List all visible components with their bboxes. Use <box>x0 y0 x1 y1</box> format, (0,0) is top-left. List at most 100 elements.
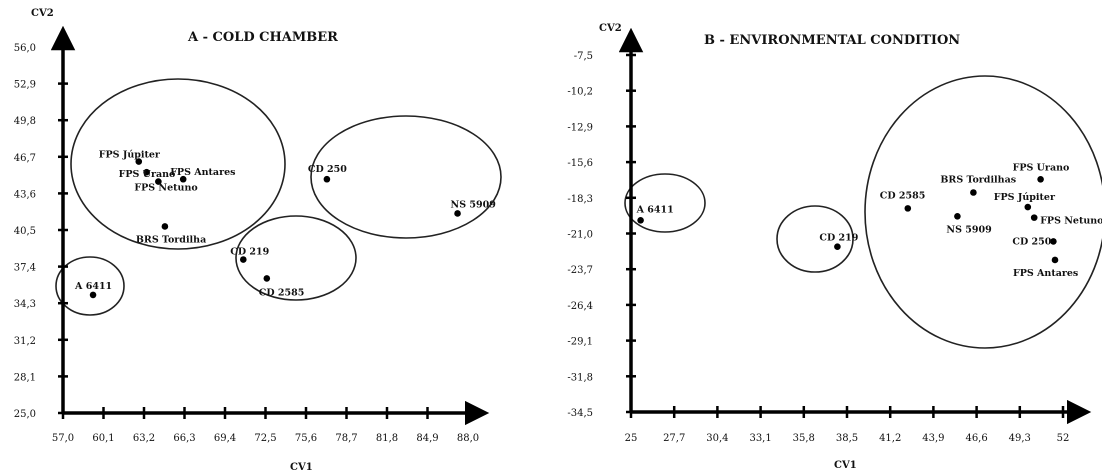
y-tick-label: 46,7 <box>14 153 36 164</box>
y-tick-label: -12,9 <box>567 122 593 133</box>
y-tick-label: 52,9 <box>14 80 36 91</box>
y-tick-label: 34,3 <box>14 299 36 310</box>
point-label: BRS Tordilhas <box>940 175 1016 186</box>
environmental-condition-panel: CV2 B - ENVIRONMENTAL CONDITION CV1 -34,… <box>567 23 1102 471</box>
data-point <box>1037 175 1044 183</box>
y-axis-title: CV2 <box>599 23 622 34</box>
y-tick-label: 28,1 <box>14 372 36 383</box>
x-tick-label: 35,8 <box>793 433 815 444</box>
data-point <box>637 216 644 224</box>
x-tick-label: 57,0 <box>52 433 74 444</box>
point-label: FPS Netuno <box>1040 216 1102 227</box>
data-point <box>954 213 961 220</box>
data-point <box>143 168 150 176</box>
x-axis-title: CV1 <box>834 460 857 471</box>
y-tick-label: 56,0 <box>14 43 36 54</box>
x-axis-title: CV1 <box>290 462 313 473</box>
cluster-ellipse <box>624 173 706 233</box>
data-point <box>89 291 97 299</box>
cold-chamber-panel: CV2 A - COLD CHAMBER CV1 25,0 28,1 31,2 34,… <box>14 8 502 473</box>
x-tick-label: 63,2 <box>133 433 155 444</box>
y-tick-label: 25,0 <box>14 409 36 420</box>
data-point <box>155 178 162 185</box>
data-point <box>263 275 271 282</box>
chart-title: B - ENVIRONMENTAL CONDITION <box>704 33 960 48</box>
data-point <box>904 205 912 212</box>
x-tick-label: 78,7 <box>335 433 357 444</box>
y-tick-label: 40,5 <box>14 226 36 237</box>
data-point <box>1051 256 1059 264</box>
y-tick-label: 43,6 <box>14 189 36 200</box>
x-tick-label: 46,6 <box>965 433 987 444</box>
y-tick-label: 37,4 <box>14 263 36 274</box>
y-tick-label: -15,6 <box>567 158 593 169</box>
x-tick-label: 41,2 <box>879 433 901 444</box>
point-label: CD 250 <box>308 164 347 175</box>
y-tick-label: -7,5 <box>574 51 593 62</box>
point-label: FPS Antares <box>1013 268 1078 279</box>
point-label: CD 250 <box>1012 236 1051 247</box>
x-tick-label: 60,1 <box>92 433 114 444</box>
point-label: FPS Júpiter <box>99 150 161 161</box>
data-point <box>323 175 331 183</box>
y-tick-label: -26,4 <box>567 301 593 312</box>
point-label: FPS Antares <box>170 167 235 178</box>
point-label: FPS Urano <box>119 169 176 180</box>
x-tick-label: 30,4 <box>706 433 728 444</box>
x-tick-label: 49,3 <box>1009 433 1031 444</box>
y-tick-label: -10,2 <box>567 87 593 98</box>
data-point <box>970 189 977 196</box>
point-label: CD 2585 <box>259 287 305 298</box>
point-label: A 6411 <box>636 204 674 215</box>
point-label: NS 5909 <box>946 224 992 235</box>
x-tick-label: 27,7 <box>663 433 685 444</box>
cluster-ellipse <box>776 205 854 273</box>
x-tick-label: 25 <box>625 433 638 444</box>
cluster-ellipse <box>864 75 1102 349</box>
y-axis-title: CV2 <box>31 8 54 19</box>
cluster-ellipse <box>55 256 125 316</box>
x-tick-label: 33,1 <box>749 433 771 444</box>
point-label: CD 2585 <box>880 190 926 201</box>
x-tick-label: 38,5 <box>836 433 858 444</box>
y-tick-label: -23,7 <box>567 265 593 276</box>
data-point <box>454 210 461 217</box>
point-label: FPS Júpiter <box>994 192 1056 203</box>
data-point <box>179 175 187 183</box>
x-tick-label: 69,4 <box>214 433 236 444</box>
x-tick-label: 66,3 <box>173 433 195 444</box>
cluster-ellipse <box>70 78 286 250</box>
point-label: CD 219 <box>819 233 858 244</box>
cluster-ellipse <box>310 115 502 239</box>
x-tick-label: 88,0 <box>457 433 479 444</box>
data-point <box>834 243 841 251</box>
x-tick-label: 43,9 <box>922 433 944 444</box>
x-tick-label: 72,5 <box>254 433 276 444</box>
point-label: FPS Netuno <box>134 183 197 194</box>
data-point <box>1024 203 1032 211</box>
y-tick-label: -29,1 <box>567 337 593 348</box>
x-tick-label: 84,9 <box>416 433 438 444</box>
data-point <box>161 223 169 230</box>
point-label: NS 5909 <box>451 199 497 210</box>
y-tick-label: 49,8 <box>14 116 36 127</box>
data-point <box>1030 214 1038 221</box>
cluster-ellipse <box>235 215 357 301</box>
chart-title: A - COLD CHAMBER <box>187 30 338 45</box>
x-tick-label: 52 <box>1057 433 1070 444</box>
point-label: BRS Tordilha <box>136 234 206 245</box>
x-tick-label: 75,6 <box>295 433 317 444</box>
point-label: CD 219 <box>230 247 269 258</box>
y-tick-label: -18,3 <box>567 194 593 205</box>
data-point <box>135 158 143 165</box>
point-label: FPS Urano <box>1013 162 1070 173</box>
data-point <box>239 256 247 263</box>
data-point <box>1050 238 1057 245</box>
x-tick-label: 81,8 <box>376 433 398 444</box>
y-tick-label: -31,8 <box>567 372 593 383</box>
y-tick-label: -34,5 <box>567 408 593 419</box>
y-tick-label: -21,0 <box>567 230 593 241</box>
point-label: A 6411 <box>74 281 112 292</box>
y-tick-label: 31,2 <box>14 336 36 347</box>
